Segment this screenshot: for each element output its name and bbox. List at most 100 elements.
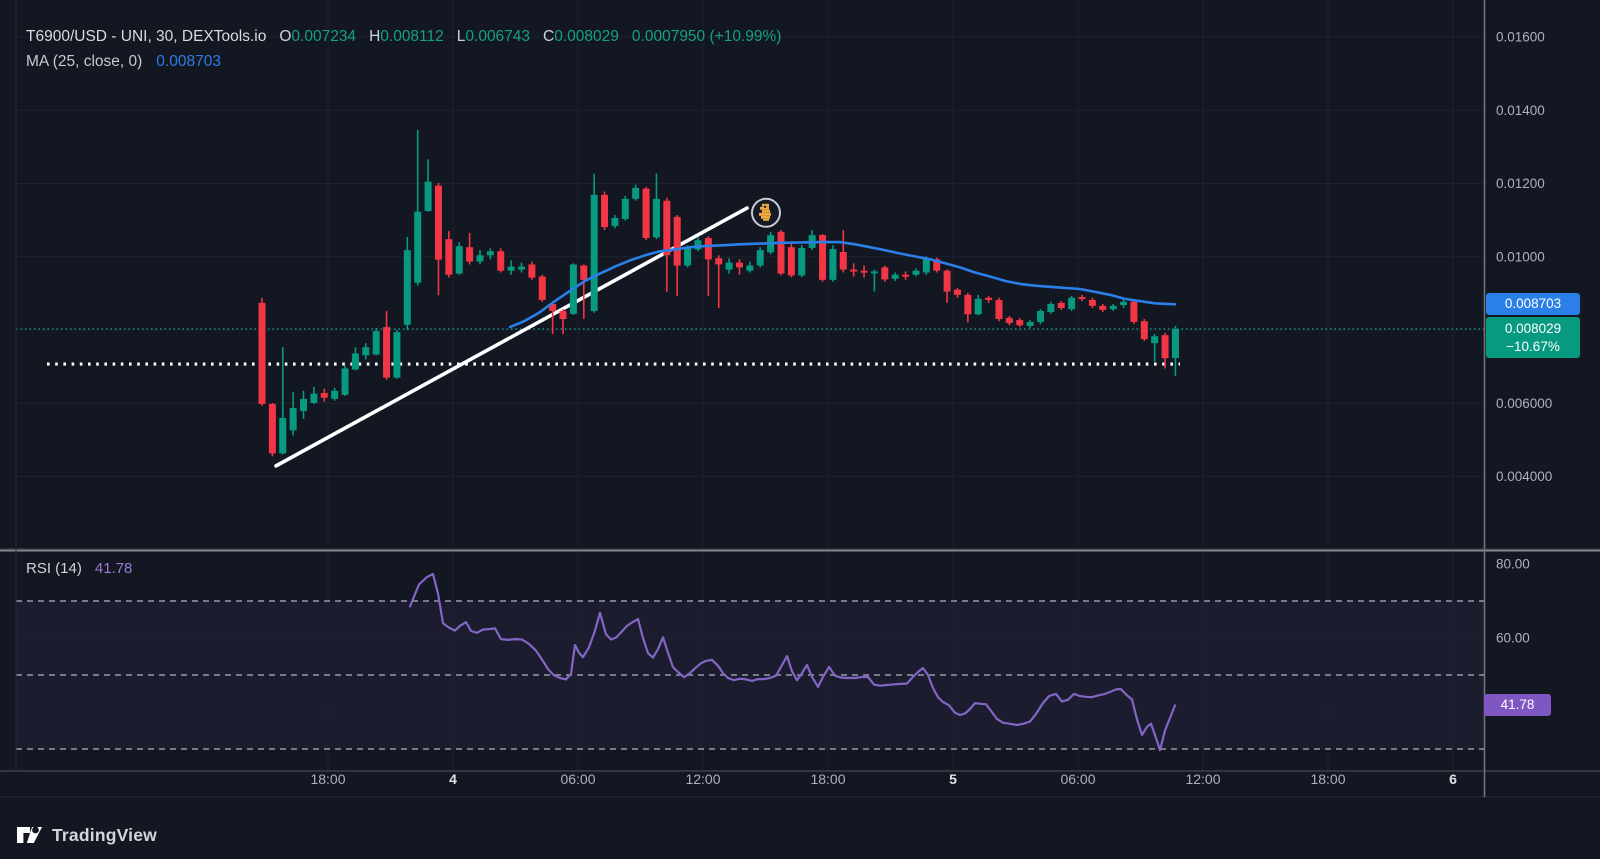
candle-body — [1161, 335, 1169, 359]
candle-body — [1171, 328, 1179, 359]
candle-body — [486, 251, 494, 256]
token-marker-icon — [760, 206, 769, 210]
symbol-title[interactable]: T6900/USD - UNI, 30, DEXTools.io — [26, 27, 267, 45]
high-label: H — [369, 27, 381, 45]
rsi-axis-badge: 41.78 — [1484, 694, 1551, 716]
candle-body — [362, 347, 370, 356]
candle-body — [1057, 302, 1065, 309]
price-axis-label: 0.01000 — [1496, 249, 1545, 264]
time-axis[interactable] — [0, 771, 1600, 797]
open-label: O — [279, 27, 292, 45]
candle-body — [1037, 310, 1044, 322]
candle-body — [964, 294, 972, 315]
time-axis-day-label: 5 — [949, 771, 957, 787]
candle-body — [476, 255, 484, 262]
candle-body — [434, 185, 442, 260]
candle-body — [1005, 317, 1013, 324]
candle-body — [331, 390, 339, 399]
candle-body — [445, 239, 453, 275]
candle-body — [372, 331, 380, 355]
symbol-legend[interactable]: T6900/USD - UNI, 30, DEXTools.io O0.0072… — [26, 24, 781, 74]
candle-body — [694, 240, 702, 250]
candle-body — [1016, 320, 1024, 326]
candle-body — [580, 265, 588, 280]
candle-body — [455, 246, 463, 274]
token-marker-icon — [762, 209, 770, 213]
candle-body — [289, 408, 297, 431]
candle-body — [632, 187, 640, 199]
low-value: 0.006743 — [465, 27, 531, 45]
candle-body — [735, 262, 743, 268]
candle-body — [1109, 305, 1117, 310]
token-marker-icon — [759, 212, 771, 216]
ma-price-axis-badge: 0.008703 — [1486, 293, 1580, 315]
candle-body — [559, 310, 567, 320]
time-axis-label: 18:00 — [310, 771, 345, 787]
candle-body — [663, 200, 671, 256]
candle-body — [850, 269, 858, 272]
rsi-indicator-label: RSI (14) — [26, 560, 82, 577]
candle-body — [611, 217, 619, 226]
pane-separator-shadow — [0, 548, 1600, 549]
legend-row-rsi: RSI (14) 41.78 — [26, 556, 132, 581]
open-value: 0.007234 — [291, 27, 357, 45]
candle-body — [1120, 301, 1128, 306]
candle-body — [403, 250, 411, 325]
candle-body — [393, 332, 401, 378]
price-axis-label: 0.01400 — [1496, 103, 1545, 118]
candle-body — [725, 262, 733, 270]
candle-body — [1140, 321, 1148, 340]
candle-body — [279, 417, 287, 454]
tradingview-logo-icon — [17, 826, 42, 843]
legend-row-ma[interactable]: MA (25, close, 0) 0.008703 — [26, 49, 781, 74]
candle-body — [341, 368, 349, 395]
candle-body — [870, 271, 878, 274]
time-axis-label: 12:00 — [685, 771, 720, 787]
candle-body — [777, 231, 785, 274]
time-axis-label: 06:00 — [1060, 771, 1095, 787]
candle-body — [414, 211, 422, 283]
candle-body — [1088, 299, 1096, 306]
candle-body — [383, 327, 391, 378]
time-axis-label: 06:00 — [560, 771, 595, 787]
candle-body — [943, 270, 951, 292]
candle-body — [1151, 336, 1159, 344]
candle-body — [466, 247, 474, 262]
token-marker-icon — [761, 215, 770, 219]
time-axis-label: 18:00 — [810, 771, 845, 787]
candle-body — [704, 238, 712, 260]
candle-body — [310, 393, 318, 403]
price-axis[interactable] — [1484, 0, 1600, 771]
token-marker-icon — [762, 203, 769, 207]
candle-body — [819, 235, 827, 280]
candle-body — [985, 297, 993, 300]
time-axis-day-label: 6 — [1449, 771, 1457, 787]
candle-body — [995, 299, 1003, 320]
token-marker-icon-eye — [764, 205, 766, 208]
candle-body — [1099, 305, 1107, 310]
tradingview-logo[interactable]: TradingView — [16, 823, 157, 847]
candle-body — [590, 194, 598, 311]
time-axis-day-label: 4 — [449, 771, 457, 787]
candle-body — [798, 247, 806, 276]
candle-body — [860, 270, 868, 273]
ma-line — [508, 240, 1177, 329]
change-value: 0.0007950 (+10.99%) — [631, 27, 782, 45]
candle-body — [549, 303, 557, 311]
pane-separator[interactable] — [0, 549, 1600, 552]
candle-body — [891, 274, 899, 279]
time-axis-label: 12:00 — [1185, 771, 1220, 787]
candle-body — [528, 264, 536, 278]
candle-body — [974, 298, 982, 315]
rsi-axis-label: 80.00 — [1496, 557, 1530, 572]
price-axis-label: 0.006000 — [1496, 396, 1552, 411]
candle-body — [746, 265, 754, 271]
candle-body — [518, 266, 525, 270]
candle-body — [538, 276, 546, 300]
high-value: 0.008112 — [380, 27, 444, 45]
rsi-legend[interactable]: RSI (14) 41.78 — [26, 556, 132, 581]
candle-body — [912, 270, 920, 275]
rsi-indicator-value: 41.78 — [94, 560, 133, 577]
candle-body — [1078, 297, 1086, 300]
